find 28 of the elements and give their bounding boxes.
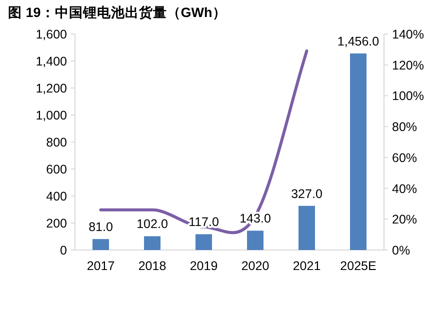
x-tick-label: 2017 [86, 259, 115, 273]
y-tick-label: 800 [46, 136, 68, 150]
y-tick-label: 0 [60, 244, 68, 258]
y-tick-label: 1,000 [36, 108, 68, 122]
y2-tick-label: 120% [392, 58, 424, 72]
data-label: 1,456.0 [337, 34, 380, 48]
x-tick-label: 2021 [292, 259, 321, 273]
y-tick-label: 1,600 [36, 28, 68, 42]
y2-tick-label: 80% [392, 120, 418, 134]
x-tick-label: 2020 [241, 259, 270, 273]
x-tick-label: 2025E [340, 259, 376, 273]
y2-tick-label: 20% [392, 212, 418, 227]
y2-tick-label: 60% [392, 150, 418, 165]
y2-tick-label: 40% [392, 182, 418, 196]
y-tick-label: 200 [46, 216, 68, 230]
y-tick-label: 600 [46, 162, 68, 176]
title: 图 19：中国锂电池出货量（GWh） [8, 5, 226, 20]
y-tick-label: 400 [46, 190, 68, 204]
y-tick-label: 1,400 [36, 54, 68, 68]
y2-tick-label: 140% [392, 28, 424, 42]
data-label: 327.0 [291, 186, 322, 201]
x-tick-label: 2019 [190, 259, 218, 273]
data-label: 102.0 [136, 217, 168, 232]
data-label: 81.0 [88, 220, 113, 234]
x-tick-label: 2018 [138, 259, 166, 273]
y-tick-label: 1,200 [36, 82, 68, 96]
y2-tick-label: 100% [392, 89, 424, 104]
y2-tick-label: 0% [392, 244, 410, 258]
